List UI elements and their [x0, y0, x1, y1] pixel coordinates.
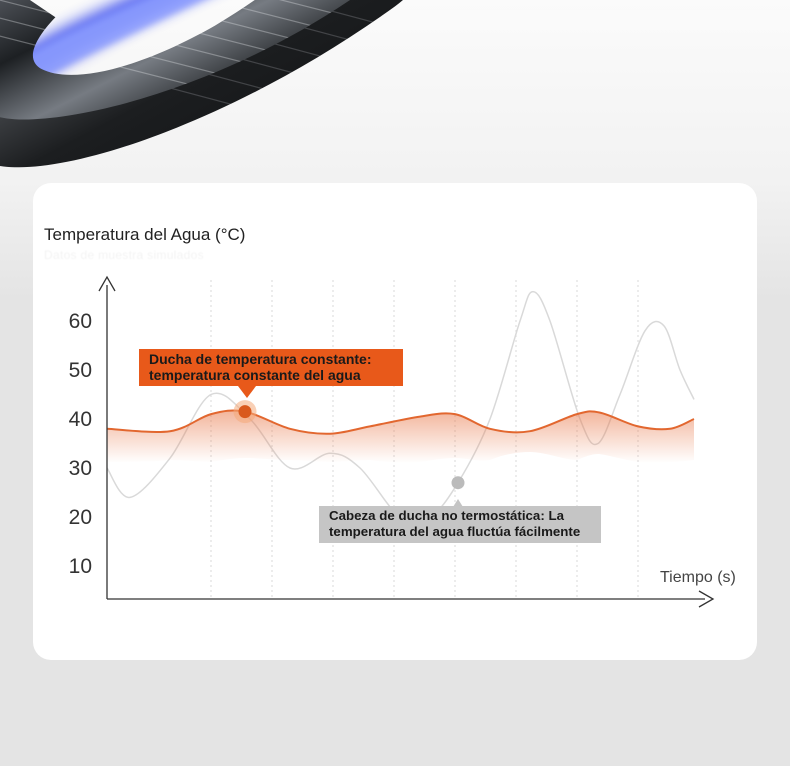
svg-text:50: 50	[69, 359, 92, 382]
svg-text:40: 40	[69, 408, 92, 431]
svg-text:Tiempo (s): Tiempo (s)	[660, 569, 736, 586]
svg-text:60: 60	[69, 310, 92, 333]
svg-text:30: 30	[69, 457, 92, 480]
svg-text:20: 20	[69, 506, 92, 529]
svg-text:10: 10	[69, 555, 92, 578]
